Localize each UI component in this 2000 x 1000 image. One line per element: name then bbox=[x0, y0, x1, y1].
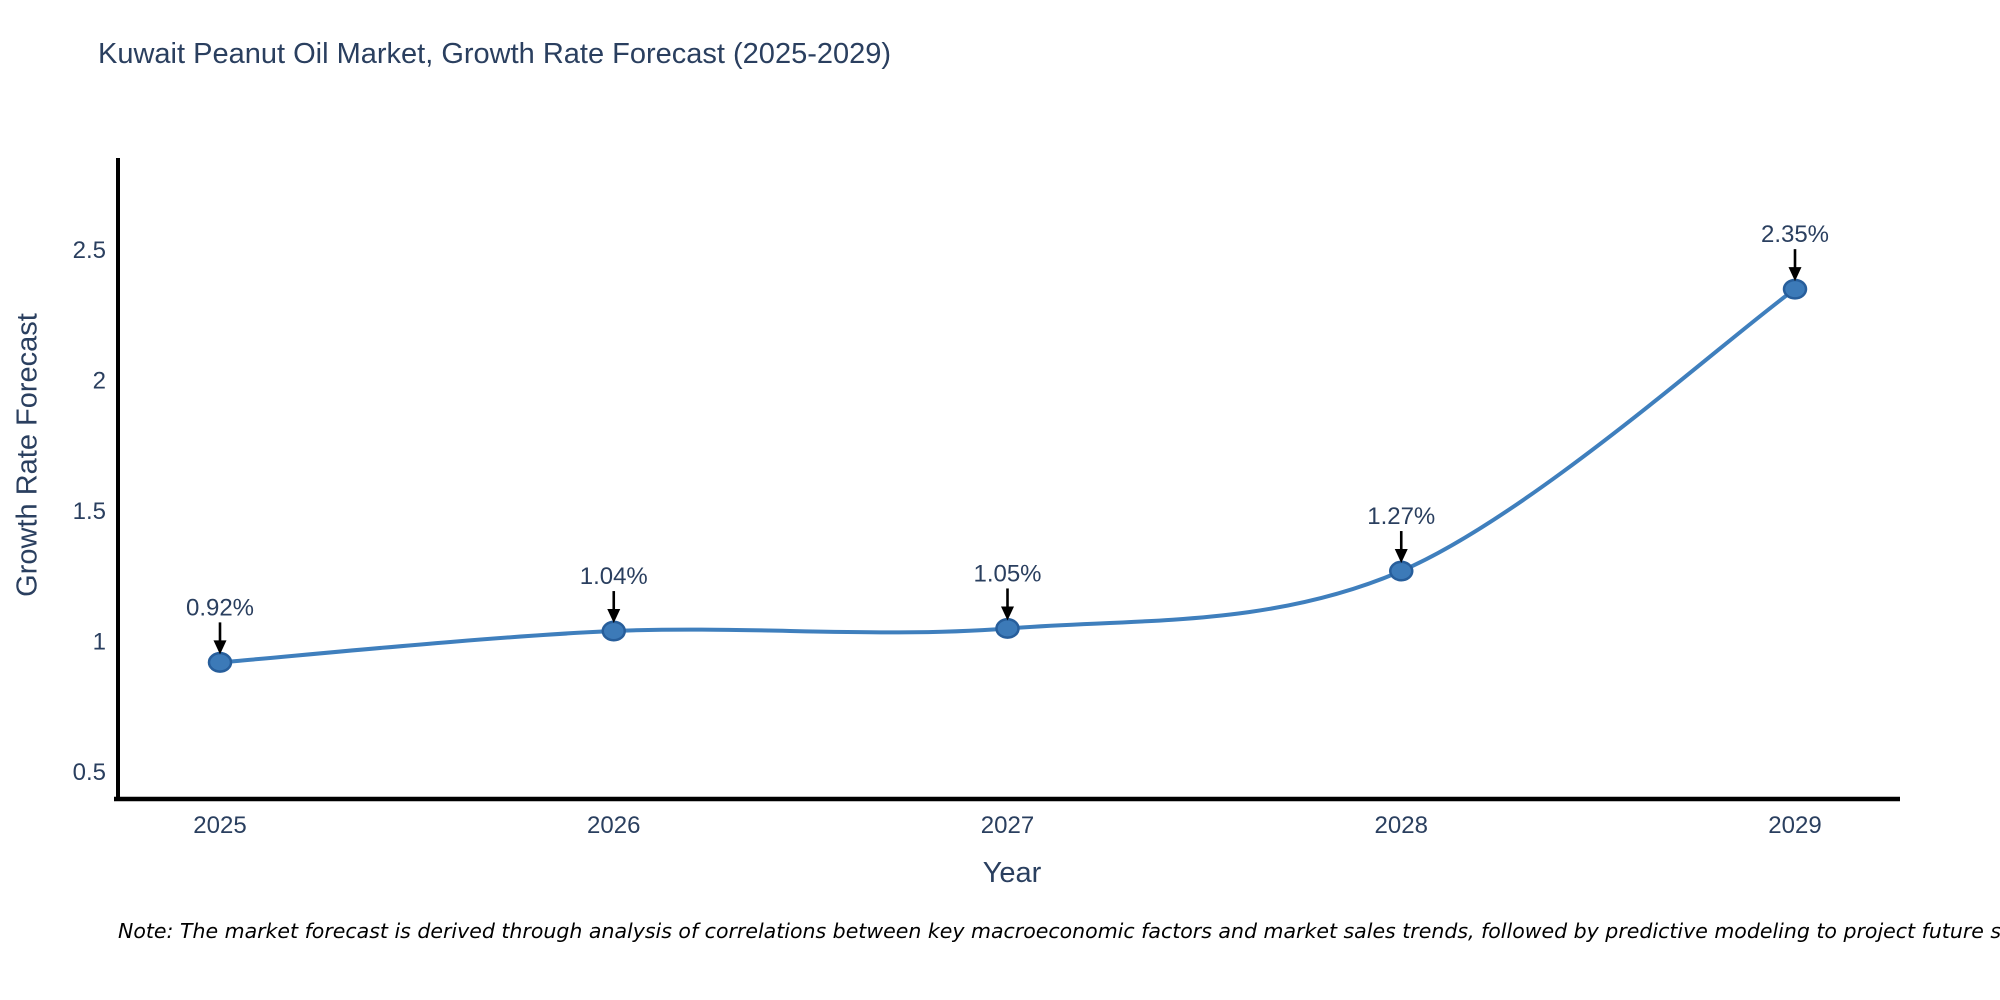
x-tick-label: 2025 bbox=[193, 812, 246, 839]
data-point-value-label: 0.92% bbox=[186, 594, 254, 621]
y-tick-label: 2.5 bbox=[73, 237, 106, 264]
trend-line bbox=[218, 287, 1797, 665]
y-tick-label: 0.5 bbox=[73, 759, 106, 786]
x-tick-label: 2026 bbox=[587, 812, 640, 839]
data-point-marker bbox=[207, 651, 233, 673]
data-point-value-label: 1.04% bbox=[580, 563, 648, 590]
y-tick-label: 2 bbox=[93, 368, 106, 395]
x-tick-label: 2028 bbox=[1375, 812, 1428, 839]
annotation-arrow-head bbox=[1394, 549, 1408, 564]
annotation-arrow-head bbox=[1001, 606, 1014, 621]
data-point-marker bbox=[601, 620, 626, 642]
annotation-arrow-head bbox=[1788, 267, 1802, 282]
data-point-value-label: 2.35% bbox=[1761, 221, 1829, 248]
data-point-value-label: 1.27% bbox=[1367, 503, 1435, 530]
x-tick-label: 2027 bbox=[981, 812, 1034, 839]
annotation-arrow-head bbox=[607, 609, 621, 624]
data-point-marker bbox=[1389, 560, 1414, 582]
x-tick-label: 2029 bbox=[1768, 812, 1821, 839]
data-point-value-label: 1.05% bbox=[973, 560, 1041, 587]
x-axis-title: Year bbox=[982, 857, 1042, 889]
chart-title: Kuwait Peanut Oil Market, Growth Rate Fo… bbox=[98, 38, 892, 70]
data-point-marker bbox=[1782, 278, 1808, 300]
data-point-marker bbox=[995, 618, 1020, 639]
y-tick-label: 1.5 bbox=[73, 498, 106, 525]
methodology-note: Note: The market forecast is derived thr… bbox=[118, 919, 2000, 943]
annotation-arrow-head bbox=[213, 640, 227, 655]
y-tick-label: 1 bbox=[93, 629, 106, 656]
